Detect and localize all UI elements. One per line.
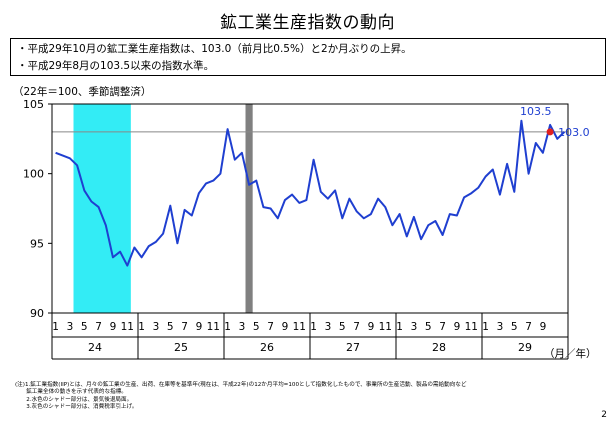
- x-month-label: 5: [167, 321, 174, 333]
- x-month-label: 11: [379, 321, 392, 333]
- x-month-label: 1: [310, 321, 317, 333]
- x-month-label: 3: [67, 321, 74, 333]
- x-year-label: 28: [432, 341, 446, 354]
- x-month-label: 11: [207, 321, 220, 333]
- footnote-1: (注)1.鉱工業指数(IIP)とは、月々の鉱工業の生産、出荷、在庫等を基準年(現…: [15, 382, 467, 388]
- unit-label: （22年＝100、季節調整済）: [13, 86, 152, 98]
- x-month-label: 5: [81, 321, 88, 333]
- tax-hike-shading: [245, 104, 253, 313]
- x-month-label: 1: [138, 321, 145, 333]
- x-month-label: 9: [282, 321, 289, 333]
- x-month-label: 11: [293, 321, 306, 333]
- x-month-label: 5: [511, 321, 518, 333]
- x-month-label: 1: [52, 321, 59, 333]
- x-month-label: 5: [425, 321, 432, 333]
- x-month-label: 7: [353, 321, 360, 333]
- x-month-label: 3: [153, 321, 160, 333]
- footnotes: (注)1.鉱工業指数(IIP)とは、月々の鉱工業の生産、出荷、在庫等を基準年(現…: [15, 382, 466, 412]
- latest-value-label: 103.0: [558, 126, 590, 139]
- x-month-label: 3: [325, 321, 332, 333]
- x-year-label: 25: [174, 341, 188, 354]
- x-month-label: 11: [465, 321, 478, 333]
- y-tick-label: 90: [30, 307, 44, 320]
- x-year-label: 29: [518, 341, 532, 354]
- footnote-3: 3.灰色のシャドー部分は、消費税率引上げ。: [15, 404, 138, 411]
- summary-line-1: ・平成29年10月の鉱工業生産指数は、103.0（前月比0.5%）と2か月ぶりの…: [17, 43, 412, 55]
- x-axis-unit-label: （月／年）: [544, 347, 597, 360]
- footnote-1b: 鉱工業全体の動きを示す代表的な指標。: [15, 389, 127, 396]
- x-month-label: 11: [121, 321, 134, 333]
- x-month-label: 3: [411, 321, 418, 333]
- page-title: 鉱工業生産指数の動向: [220, 13, 395, 33]
- latest-value-marker: [546, 128, 554, 136]
- y-tick-label: 100: [23, 168, 44, 181]
- x-month-label: 7: [267, 321, 274, 333]
- x-month-label: 3: [239, 321, 246, 333]
- recession-shading: [73, 104, 131, 313]
- x-year-label: 27: [346, 341, 360, 354]
- summary-box: ・平成29年10月の鉱工業生産指数は、103.0（前月比0.5%）と2か月ぶりの…: [10, 38, 606, 76]
- x-month-label: 9: [540, 321, 547, 333]
- x-month-label: 7: [95, 321, 102, 333]
- y-tick-label: 105: [23, 98, 44, 111]
- footnote-2: 2.水色のシャドー部分は、景気後退局面。: [15, 396, 133, 403]
- x-month-label: 1: [396, 321, 403, 333]
- x-year-label: 24: [88, 341, 102, 354]
- x-month-label: 5: [253, 321, 260, 333]
- x-month-label: 5: [339, 321, 346, 333]
- page-number: 2: [601, 410, 607, 420]
- peak-value-label: 103.5: [520, 105, 552, 118]
- x-month-label: 9: [196, 321, 203, 333]
- x-month-label: 9: [368, 321, 375, 333]
- y-tick-label: 95: [30, 237, 44, 250]
- series-line: [55, 119, 566, 267]
- x-month-label: 9: [454, 321, 461, 333]
- x-month-label: 9: [110, 321, 117, 333]
- x-year-label: 26: [260, 341, 274, 354]
- x-month-label: 7: [181, 321, 188, 333]
- x-month-label: 7: [525, 321, 532, 333]
- x-month-label: 3: [497, 321, 504, 333]
- x-month-label: 1: [482, 321, 489, 333]
- x-month-label: 1: [224, 321, 231, 333]
- summary-line-2: ・平成29年8月の103.5以来の指数水準。: [17, 60, 215, 72]
- x-month-label: 7: [439, 321, 446, 333]
